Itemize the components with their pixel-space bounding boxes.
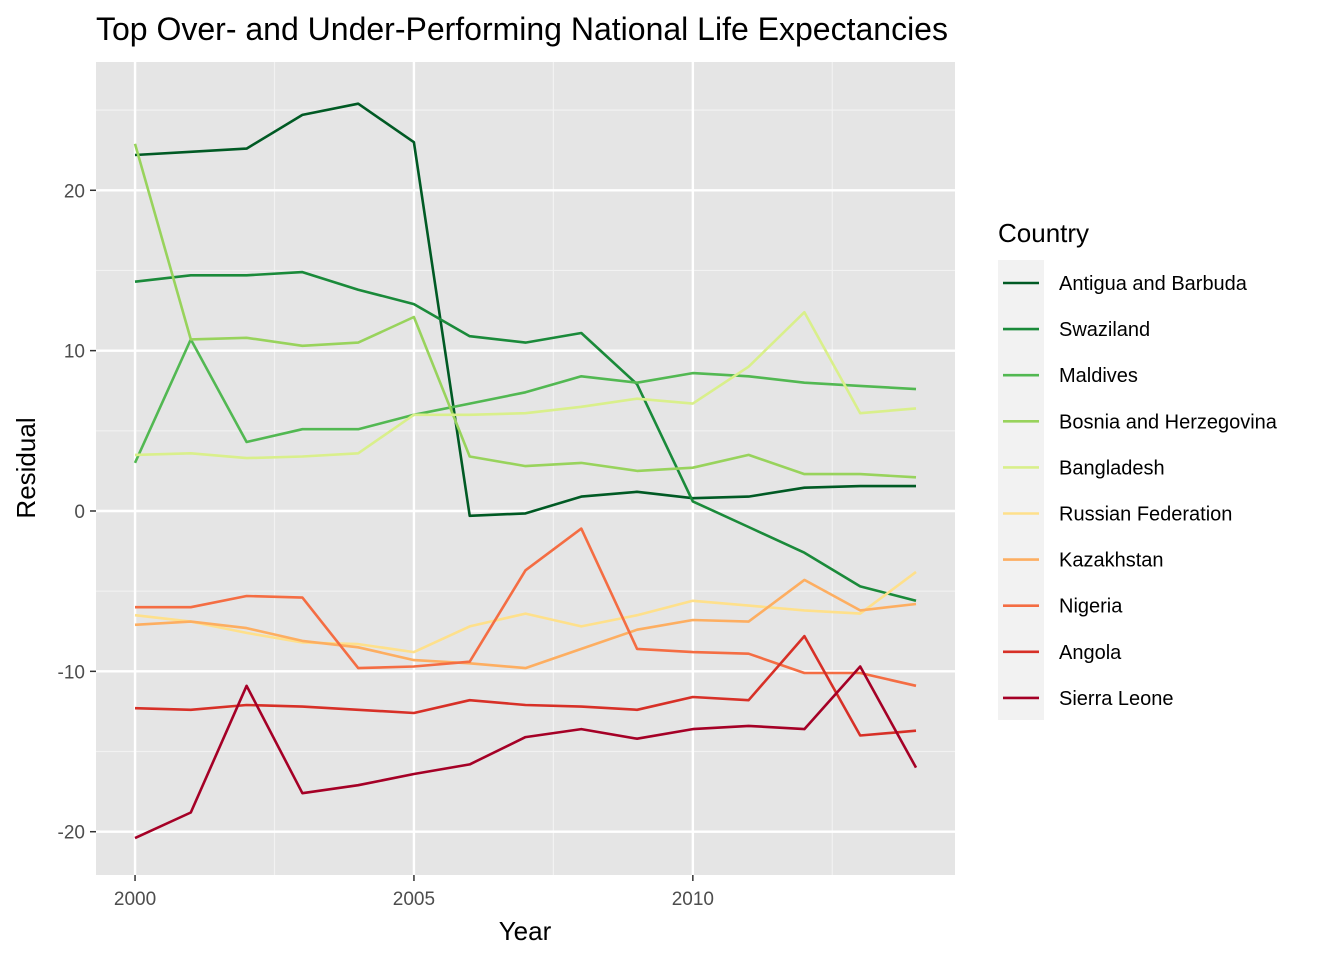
series-line-bosnia-and-herzegovina	[133, 143, 917, 479]
series-line-russian-federation	[134, 570, 917, 654]
x-tick-label: 2005	[393, 889, 435, 910]
series-line-sierra-leone	[134, 665, 918, 840]
series-lines	[133, 102, 918, 840]
legend-label: Antigua and Barbuda	[1059, 273, 1248, 295]
series-line-swaziland	[134, 270, 917, 603]
series-line-kazakhstan	[134, 578, 917, 670]
legend-label: Bangladesh	[1059, 457, 1165, 479]
legend-label: Russian Federation	[1059, 504, 1232, 526]
y-tick-label: -20	[58, 823, 85, 844]
x-tick-label: 2010	[672, 889, 714, 910]
x-axis-title: Year	[499, 916, 552, 946]
legend-label: Maldives	[1059, 365, 1138, 387]
series-line-bangladesh	[134, 310, 917, 460]
y-axis-title: Residual	[11, 417, 41, 518]
series-line-angola	[134, 634, 917, 737]
y-axis: -20 -10 0 10 20	[58, 181, 96, 844]
plot-panel	[96, 62, 955, 875]
x-axis: 2000 2005 2010	[114, 875, 714, 910]
chart-title: Top Over- and Under-Performing National …	[96, 11, 948, 47]
x-tick-label: 2000	[114, 889, 156, 910]
legend-label: Sierra Leone	[1059, 688, 1174, 710]
y-tick-label: 0	[74, 502, 85, 523]
series-line-maldives	[133, 338, 917, 464]
legend-label: Bosnia and Herzegovina	[1059, 411, 1278, 433]
legend-label: Swaziland	[1059, 319, 1150, 341]
legend-background	[998, 260, 1044, 720]
legend-label: Angola	[1059, 642, 1122, 664]
y-tick-label: 10	[64, 342, 85, 363]
y-tick-label: 20	[64, 181, 85, 202]
series-line-antigua-and-barbuda	[134, 102, 916, 518]
y-tick-label: -10	[58, 662, 85, 683]
series-line-nigeria	[135, 527, 917, 688]
legend: Country Antigua and Barbuda Swaziland Mald…	[998, 218, 1278, 720]
legend-title: Country	[998, 218, 1089, 248]
legend-items: Antigua and Barbuda Swaziland Maldives Bosn…	[1003, 273, 1278, 710]
legend-label: Kazakhstan	[1059, 550, 1164, 572]
legend-label: Nigeria	[1059, 596, 1123, 618]
